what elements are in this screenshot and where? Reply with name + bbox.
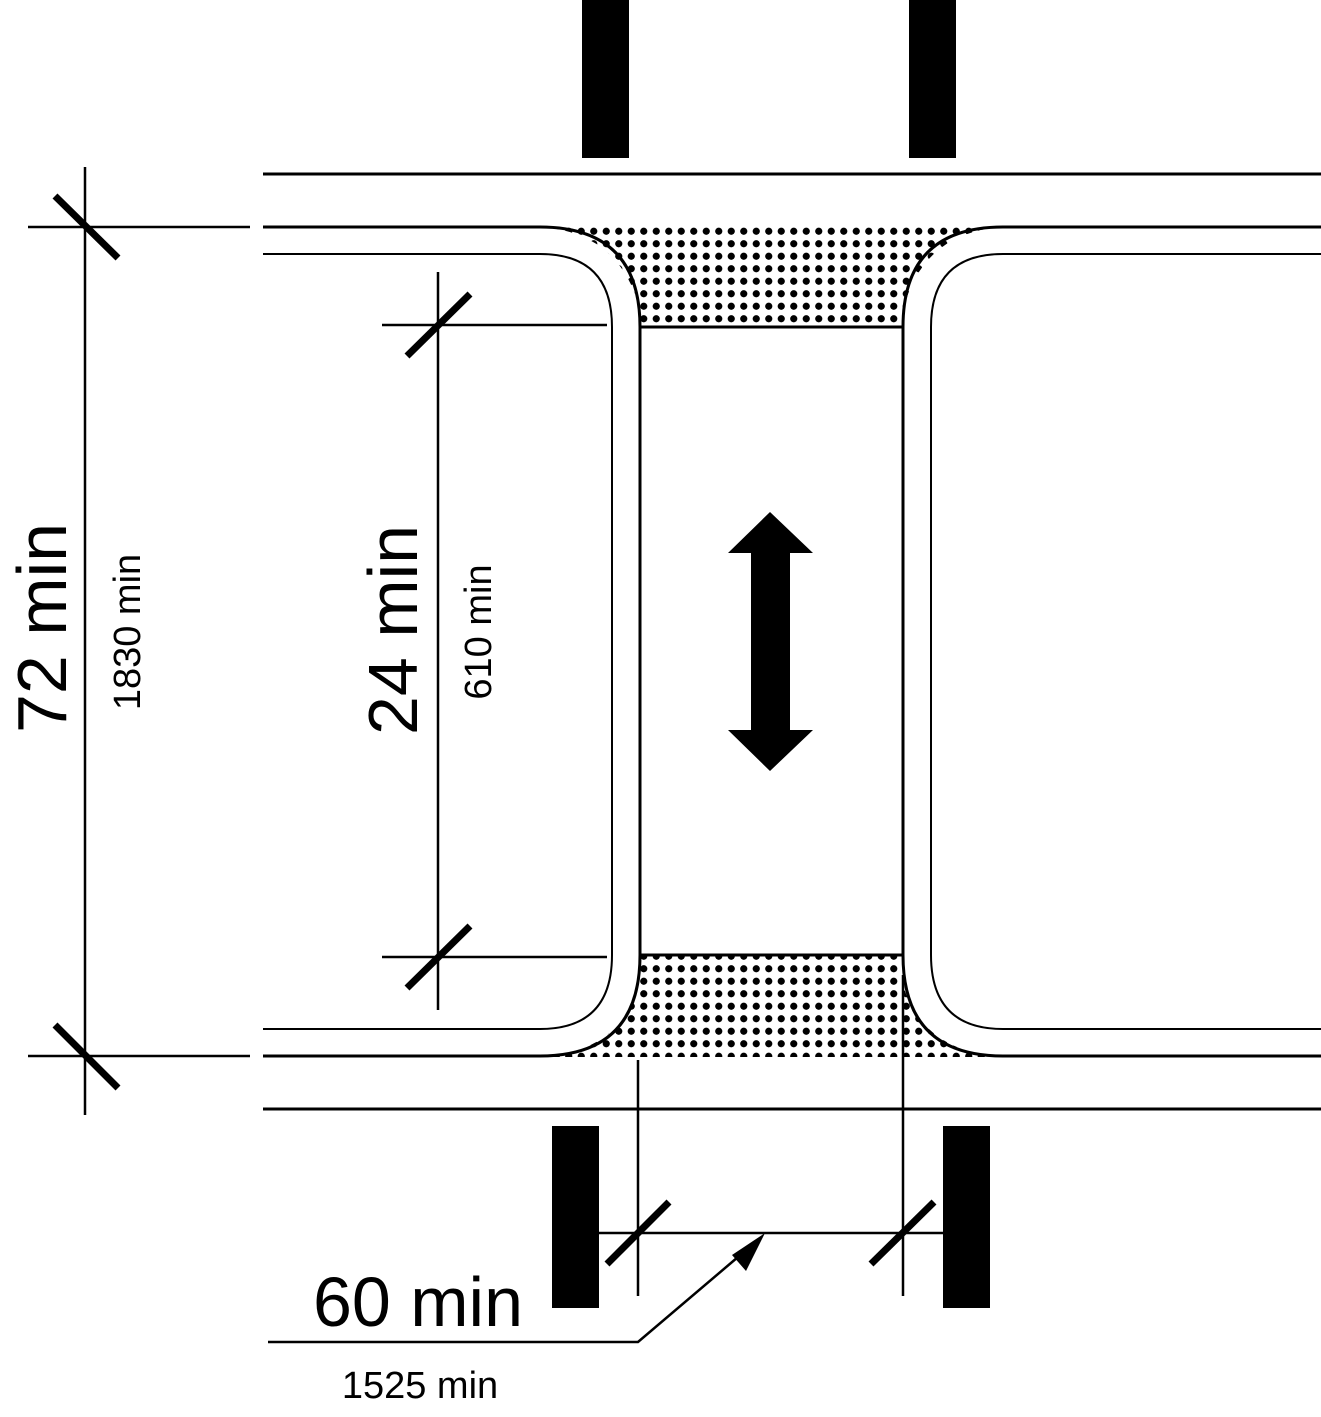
left-island-inner-curb [263,253,613,1030]
dimension-island-length [268,975,943,1344]
left-island-outer-curb [263,225,642,1058]
road-lines [263,172,1321,1111]
barrier-top-left [582,0,629,158]
barrier-top-right [909,0,956,158]
total-length-imperial-label: 72 min [3,523,81,733]
total-length-metric-label: 1830 min [107,554,149,710]
barrier-bottom-right [943,1126,990,1308]
double-headed-arrow-icon [728,512,813,771]
barrier-bottom-left [552,1126,599,1308]
crossing-width-imperial-label: 24 min [354,525,432,735]
leader-line [268,1256,739,1344]
crossing-width-metric-label: 610 min [458,564,500,699]
island-length-metric-label: 1525 min [342,1365,498,1407]
detectable-warning-upper [540,227,1003,327]
barriers [552,0,990,1308]
dimension-crossing-width [382,272,607,1010]
dimension-total-length [28,167,250,1115]
leader-arrowhead [732,1233,765,1271]
detectable-warning-lower [540,955,1003,1057]
island-length-imperial-label: 60 min [313,1263,523,1341]
right-island-outer-curb [901,225,1321,1058]
right-island-inner-curb [930,253,1321,1030]
